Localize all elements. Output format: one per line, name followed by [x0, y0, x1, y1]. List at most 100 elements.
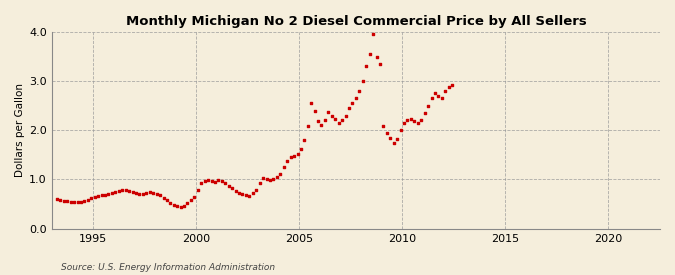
- Point: [206, 179, 217, 184]
- Point: [327, 113, 338, 118]
- Point: [268, 177, 279, 182]
- Point: [113, 189, 124, 194]
- Point: [127, 189, 138, 194]
- Point: [419, 111, 430, 115]
- Point: [433, 94, 443, 98]
- Point: [364, 52, 375, 56]
- Point: [426, 96, 437, 101]
- Point: [179, 203, 190, 208]
- Point: [381, 131, 392, 135]
- Point: [134, 191, 145, 196]
- Point: [186, 198, 196, 202]
- Point: [103, 192, 114, 196]
- Point: [69, 199, 80, 204]
- Point: [82, 197, 93, 202]
- Point: [117, 188, 128, 192]
- Point: [169, 202, 180, 207]
- Point: [86, 196, 97, 200]
- Point: [248, 191, 259, 196]
- Point: [130, 191, 141, 195]
- Point: [223, 184, 234, 188]
- Point: [199, 179, 210, 183]
- Point: [176, 204, 186, 209]
- Point: [79, 198, 90, 203]
- Point: [361, 64, 372, 68]
- Point: [97, 193, 107, 197]
- Point: [151, 191, 162, 196]
- Point: [313, 119, 323, 124]
- Point: [350, 96, 361, 101]
- Point: [409, 119, 420, 124]
- Point: [165, 200, 176, 205]
- Point: [58, 198, 69, 203]
- Point: [354, 89, 364, 93]
- Point: [237, 192, 248, 196]
- Point: [406, 117, 416, 122]
- Point: [423, 103, 433, 108]
- Point: [202, 178, 213, 183]
- Point: [251, 188, 262, 192]
- Point: [261, 177, 272, 182]
- Point: [51, 197, 62, 201]
- Point: [302, 124, 313, 128]
- Point: [340, 113, 351, 118]
- Point: [316, 123, 327, 128]
- Point: [306, 101, 317, 105]
- Point: [161, 198, 172, 202]
- Point: [347, 101, 358, 105]
- Point: [378, 124, 389, 128]
- Point: [292, 152, 303, 156]
- Point: [76, 199, 86, 204]
- Point: [330, 117, 341, 122]
- Point: [196, 181, 207, 185]
- Point: [398, 121, 409, 125]
- Y-axis label: Dollars per Gallon: Dollars per Gallon: [15, 83, 25, 177]
- Point: [299, 138, 310, 142]
- Point: [278, 165, 289, 169]
- Point: [220, 181, 231, 185]
- Title: Monthly Michigan No 2 Diesel Commercial Price by All Sellers: Monthly Michigan No 2 Diesel Commercial …: [126, 15, 587, 28]
- Point: [100, 192, 111, 197]
- Point: [285, 155, 296, 160]
- Point: [323, 109, 334, 114]
- Point: [258, 176, 269, 181]
- Point: [210, 180, 221, 184]
- Text: Source: U.S. Energy Information Administration: Source: U.S. Energy Information Administ…: [61, 263, 275, 271]
- Point: [244, 194, 254, 198]
- Point: [55, 198, 66, 202]
- Point: [282, 159, 293, 163]
- Point: [357, 79, 368, 83]
- Point: [254, 181, 265, 185]
- Point: [213, 178, 224, 183]
- Point: [138, 192, 148, 196]
- Point: [333, 121, 344, 125]
- Point: [416, 118, 427, 123]
- Point: [144, 190, 155, 194]
- Point: [309, 108, 320, 113]
- Point: [289, 154, 300, 158]
- Point: [412, 121, 423, 125]
- Point: [275, 171, 286, 176]
- Point: [402, 118, 413, 123]
- Point: [443, 85, 454, 89]
- Point: [192, 188, 203, 192]
- Point: [271, 175, 282, 179]
- Point: [92, 194, 103, 198]
- Point: [182, 201, 193, 205]
- Point: [371, 54, 382, 59]
- Point: [141, 191, 152, 196]
- Point: [447, 83, 458, 87]
- Point: [189, 194, 200, 199]
- Point: [385, 136, 396, 140]
- Point: [368, 32, 379, 37]
- Point: [344, 106, 354, 110]
- Point: [440, 89, 451, 93]
- Point: [120, 188, 131, 192]
- Point: [240, 193, 251, 197]
- Point: [337, 118, 348, 123]
- Point: [375, 62, 385, 66]
- Point: [227, 186, 238, 191]
- Point: [319, 118, 330, 123]
- Point: [158, 196, 169, 200]
- Point: [234, 191, 244, 196]
